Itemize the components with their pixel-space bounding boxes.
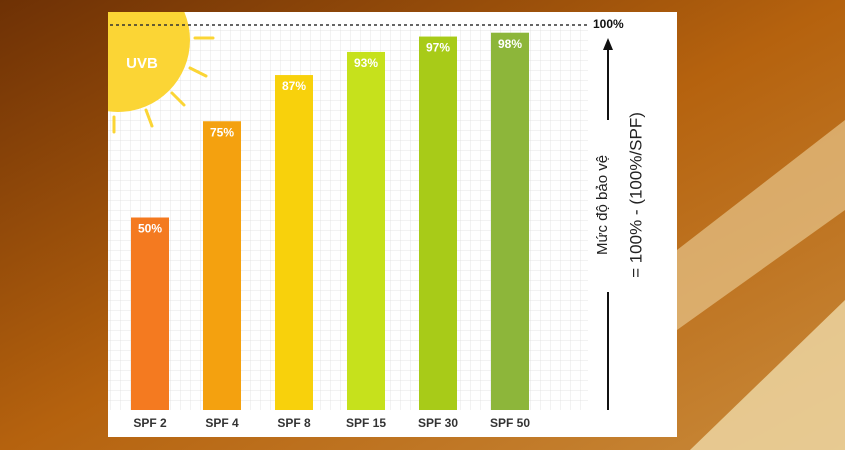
light-beam (677, 120, 845, 330)
sun: UVB (108, 12, 215, 134)
bar (131, 217, 169, 410)
bar (203, 121, 241, 410)
bar (347, 51, 385, 410)
sun-ray (170, 91, 186, 107)
formula: = 100% - (100%/SPF) (626, 112, 645, 278)
sun-ray (188, 66, 208, 78)
value-label: 93% (354, 56, 378, 70)
x-tick-label: SPF 4 (205, 416, 239, 430)
x-tick-label: SPF 50 (490, 416, 530, 430)
bar (419, 36, 457, 411)
value-label: 97% (426, 41, 450, 55)
annotation: UVB (126, 55, 158, 72)
value-label: 75% (210, 125, 234, 139)
axis-arrow (603, 38, 613, 410)
bar (275, 75, 313, 411)
x-tick-label: SPF 30 (418, 416, 458, 430)
sun-disc (108, 12, 190, 112)
x-tick-label: SPF 8 (277, 416, 311, 430)
light-beam (690, 300, 845, 450)
y-axis-label: Mức độ bảo vệ (594, 155, 611, 255)
sun-ray (144, 108, 154, 128)
value-label: 98% (498, 37, 522, 51)
arrow-head (603, 38, 613, 50)
x-tick-label: SPF 2 (133, 416, 167, 430)
value-label: 50% (138, 222, 162, 236)
x-tick-label: SPF 15 (346, 416, 386, 430)
bar (491, 32, 529, 410)
value-label: 87% (282, 79, 306, 93)
reference-label: 100% (593, 17, 624, 31)
